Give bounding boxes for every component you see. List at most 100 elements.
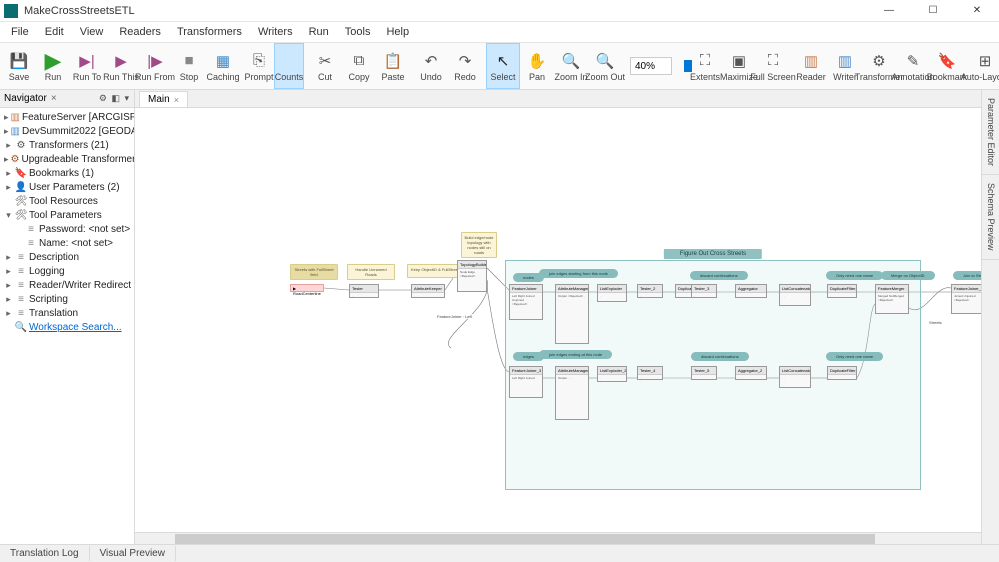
tree-twisty-icon[interactable]: ▸	[4, 308, 13, 319]
paste-button[interactable]: 📋Paste	[376, 43, 410, 89]
annotation-oval[interactable]: Only need one name	[826, 352, 883, 361]
transformer-node[interactable]: DuplicateFilter_2·	[827, 366, 857, 380]
bookmark-note[interactable]: Streets with FullStreet field	[290, 264, 338, 280]
side-panel-tab[interactable]: Parameter Editor	[982, 90, 999, 175]
bottom-tab[interactable]: Visual Preview	[90, 546, 176, 561]
nav-item[interactable]: ▸≡Logging	[0, 264, 134, 278]
canvas-tab-close-icon[interactable]: ×	[174, 95, 179, 105]
tree-twisty-icon[interactable]: ▸	[4, 126, 9, 137]
reader-feature[interactable]: ▶ RoadCenterline	[290, 284, 324, 292]
tree-twisty-icon[interactable]: ▸	[4, 266, 13, 277]
nav-item[interactable]: ▸≡Scripting	[0, 292, 134, 306]
transformer-node[interactable]: DuplicateFilter_3·	[827, 284, 857, 298]
tree-twisty-icon[interactable]: ▸	[4, 182, 13, 193]
run-from-button[interactable]: |▶Run From	[138, 43, 172, 89]
menu-view[interactable]: View	[73, 24, 111, 40]
menu-run[interactable]: Run	[302, 24, 336, 40]
minimize-button[interactable]: —	[867, 0, 911, 22]
transformer-node[interactable]: Aggregator·	[735, 284, 767, 298]
transformer-node[interactable]: FeatureJoinerLeft Right Joined Unjoined …	[509, 284, 543, 320]
nav-item[interactable]: ▸≡Translation	[0, 306, 134, 320]
full-screen-button[interactable]: ⛶Full Screen	[756, 43, 790, 89]
canvas-tab-main[interactable]: Main ×	[139, 91, 188, 107]
tree-twisty-icon[interactable]: ▸	[4, 154, 9, 165]
writer-button[interactable]: ▥Writer	[828, 43, 862, 89]
menu-tools[interactable]: Tools	[338, 24, 378, 40]
transformer-node[interactable]: Aggregator_2·	[735, 366, 767, 380]
canvas-scrollbar[interactable]	[135, 532, 981, 544]
navigator-close-icon[interactable]: ×	[51, 93, 57, 104]
bottom-tab[interactable]: Translation Log	[0, 546, 90, 561]
redo-button[interactable]: ↷Redo	[448, 43, 482, 89]
run-this-button[interactable]: ▶Run This	[104, 43, 138, 89]
maximize-button[interactable]: ▣Maximize	[722, 43, 756, 89]
nav-item[interactable]: ▸▥FeatureServer [ARCGISFEATURES]	[0, 110, 134, 124]
annotation-oval[interactable]: Only need one name	[826, 271, 883, 280]
nav-item[interactable]: ▾🛠Tool Parameters	[0, 208, 134, 222]
annotation-oval[interactable]: discard continuations	[691, 352, 749, 361]
maximize-button[interactable]: ☐	[911, 0, 955, 22]
navigator-tools[interactable]: ⚙ ◧ ▾	[99, 93, 130, 104]
annotation-oval[interactable]: Merge on ObjectID	[881, 271, 935, 280]
nav-item[interactable]: ▸👤User Parameters (2)	[0, 180, 134, 194]
transformer-node[interactable]: ListConcatenator_2· ·	[779, 366, 811, 388]
transformer-node[interactable]: FeatureJoiner_3Left Right Joined	[509, 366, 543, 398]
menu-readers[interactable]: Readers	[112, 24, 168, 40]
caching-button[interactable]: ▦Caching	[206, 43, 240, 89]
zoom-slider-thumb[interactable]	[684, 60, 692, 72]
auto-layout-button[interactable]: ⊞Auto-Layout	[968, 43, 999, 89]
transformer-node[interactable]: FeatureJoiner_2Joined Unjoined <Rejected…	[951, 284, 981, 314]
annotation-button[interactable]: ✎Annotation	[896, 43, 930, 89]
transformer-node[interactable]: FeatureMergerMerged NotMerged <Rejected>	[875, 284, 909, 314]
reader-button[interactable]: ▥Reader	[794, 43, 828, 89]
run-to-button[interactable]: ▶|Run To	[70, 43, 104, 89]
annotation-oval[interactable]: join edges ending at this node	[539, 350, 612, 359]
nav-item[interactable]: ▸▥DevSummit2022 [GEODATABASE_FILE]	[0, 124, 134, 138]
tree-twisty-icon[interactable]: ▾	[4, 210, 13, 221]
transformer-node[interactable]: AttributeKeeper·	[411, 284, 445, 298]
menu-transformers[interactable]: Transformers	[170, 24, 249, 40]
run-button[interactable]: ▶Run	[36, 43, 70, 89]
tree-twisty-icon[interactable]: ▸	[4, 168, 13, 179]
menu-file[interactable]: File	[4, 24, 36, 40]
annotation-oval[interactable]: join edges starting from this node	[539, 269, 618, 278]
select-button[interactable]: ↖Select	[486, 43, 520, 89]
transformer-node[interactable]: AttributeManager_2Output · · ·	[555, 366, 589, 420]
tree-twisty-icon[interactable]: ▸	[4, 112, 9, 123]
cut-button[interactable]: ✂Cut	[308, 43, 342, 89]
nav-item[interactable]: 🛠Tool Resources	[0, 194, 134, 208]
annotation-oval[interactable]: Join to Streets	[953, 271, 981, 280]
nav-item[interactable]: ≡Name: <not set>	[0, 236, 134, 250]
nav-item[interactable]: ▸≡Reader/Writer Redirect	[0, 278, 134, 292]
tree-twisty-icon[interactable]: ▸	[4, 294, 13, 305]
nav-item[interactable]: ▸⚙Upgradeable Transformers (6)	[0, 152, 134, 166]
copy-button[interactable]: ⧉Copy	[342, 43, 376, 89]
transformer-node[interactable]: AttributeManagerOutput <Rejected> · · ·	[555, 284, 589, 344]
canvas[interactable]: Figure Out Cross StreetsStreets with Ful…	[135, 108, 981, 532]
bookmark-button[interactable]: 🔖Bookmark	[930, 43, 964, 89]
zoom-out-button[interactable]: 🔍Zoom Out	[588, 43, 622, 89]
transformer-node[interactable]: Tester_2·	[637, 284, 663, 298]
transformer-node[interactable]: ListExploder_2·	[597, 366, 627, 382]
bookmark-note[interactable]: Build edge/node topology with nodes stil…	[461, 232, 497, 258]
save-button[interactable]: 💾Save	[2, 43, 36, 89]
tree-twisty-icon[interactable]: ▸	[4, 252, 13, 263]
zoom-in-button[interactable]: 🔍Zoom In	[554, 43, 588, 89]
tree-twisty-icon[interactable]: ▸	[4, 140, 13, 151]
bookmark-note[interactable]: Handle Unnamed Roads	[347, 264, 395, 280]
tree-twisty-icon[interactable]: ▸	[4, 280, 13, 291]
bookmark-note[interactable]: Keep ObjectID & FullStreet	[407, 264, 463, 278]
transformer-button[interactable]: ⚙Transformer	[862, 43, 896, 89]
nav-item[interactable]: ▸≡Description	[0, 250, 134, 264]
counts-button[interactable]: Counts	[274, 43, 304, 89]
transformer-node[interactable]: TopologyBuilderNode Edge <Rejected>	[457, 260, 487, 292]
extents-button[interactable]: ⛶Extents	[688, 43, 722, 89]
menu-help[interactable]: Help	[379, 24, 416, 40]
annotation-oval[interactable]: discard continuations	[690, 271, 748, 280]
nav-item[interactable]: 🔍Workspace Search...	[0, 320, 134, 334]
transformer-node[interactable]: Tester·	[349, 284, 379, 298]
menu-edit[interactable]: Edit	[38, 24, 71, 40]
transformer-node[interactable]: Tester_4·	[637, 366, 663, 380]
side-panel-tab[interactable]: Schema Preview	[982, 175, 999, 260]
undo-button[interactable]: ↶Undo	[414, 43, 448, 89]
